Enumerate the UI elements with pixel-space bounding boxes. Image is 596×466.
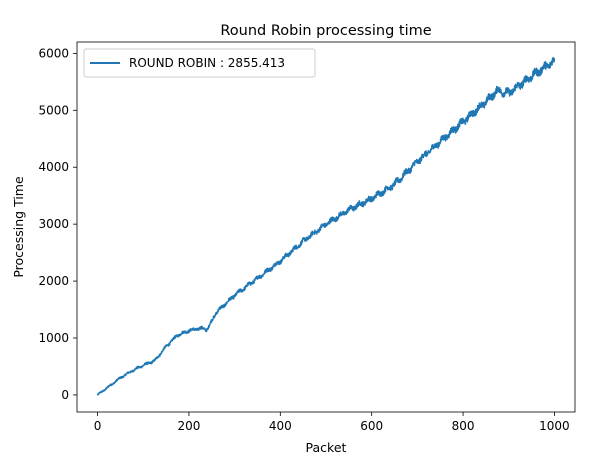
y-tick-label: 5000 [38, 103, 69, 117]
chart-title: Round Robin processing time [220, 23, 431, 39]
x-axis: 0 200 400 600 800 1000 [94, 412, 570, 433]
y-tick-label: 4000 [38, 160, 69, 174]
x-tick-label: 0 [94, 419, 102, 433]
x-tick-label: 600 [360, 419, 383, 433]
x-axis-label: Packet [306, 440, 347, 455]
y-tick-label: 6000 [38, 46, 69, 60]
y-axis: 0 1000 2000 3000 4000 5000 6000 [38, 46, 77, 402]
x-tick-label: 400 [269, 419, 292, 433]
chart-legend: ROUND ROBIN : 2855.413 [83, 48, 316, 78]
legend-box [83, 48, 316, 78]
y-tick-label: 0 [61, 388, 69, 402]
plot-frame [76, 41, 576, 413]
y-axis-label: Processing Time [11, 176, 26, 278]
y-tick-label: 2000 [38, 274, 69, 288]
x-tick-label: 800 [452, 419, 475, 433]
y-tick-label: 1000 [38, 331, 69, 345]
y-tick-label: 3000 [38, 217, 69, 231]
x-tick-label: 1000 [539, 419, 570, 433]
series-line [96, 56, 556, 396]
legend-entry-label: ROUND ROBIN : 2855.413 [129, 56, 285, 70]
x-tick-label: 200 [177, 419, 200, 433]
plot-series-group [96, 56, 556, 396]
